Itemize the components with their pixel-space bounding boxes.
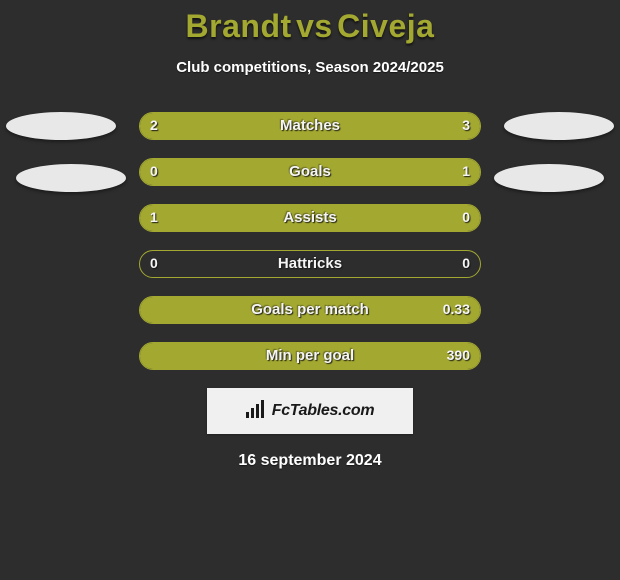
stat-fill-right <box>405 205 480 231</box>
stat-fill-right <box>208 159 480 185</box>
subtitle: Club competitions, Season 2024/2025 <box>0 59 620 76</box>
title-player-left: Brandt <box>186 8 292 44</box>
stat-fill-left <box>140 113 276 139</box>
stat-fill-left <box>140 159 208 185</box>
title-vs: vs <box>296 8 333 44</box>
left-player-oval <box>6 112 116 140</box>
stat-fill-left <box>140 343 276 369</box>
stat-fill-right <box>276 343 480 369</box>
stat-row: 10Assists <box>139 204 481 232</box>
stat-row: 0 0Hattricks <box>139 250 481 278</box>
stat-label: Hattricks <box>140 251 480 277</box>
stat-row: 390Min per goal <box>139 342 481 370</box>
stat-value-left: 0 <box>150 251 158 277</box>
left-player-oval <box>16 164 126 192</box>
stat-fill-right <box>225 297 480 323</box>
stat-value-right: 0 <box>462 251 470 277</box>
stat-fill-right <box>276 113 480 139</box>
date-text: 16 september 2024 <box>0 452 620 470</box>
stat-fill-left <box>140 205 405 231</box>
source-badge: FcTables.com <box>207 388 413 434</box>
stat-row: 01Goals <box>139 158 481 186</box>
title-player-right: Civeja <box>337 8 434 44</box>
stat-row: 0.33Goals per match <box>139 296 481 324</box>
right-player-oval <box>504 112 614 140</box>
right-player-oval <box>494 164 604 192</box>
stat-fill-left <box>140 297 225 323</box>
comparison-chart: 23Matches 01Goals 10Assists 0 0Hattricks 0.33… <box>0 112 620 370</box>
bars-icon <box>246 400 266 423</box>
source-badge-text: FcTables.com <box>272 402 375 420</box>
page-title-wrap: Brandt vs Civeja <box>0 0 620 45</box>
stat-row: 23Matches <box>139 112 481 140</box>
